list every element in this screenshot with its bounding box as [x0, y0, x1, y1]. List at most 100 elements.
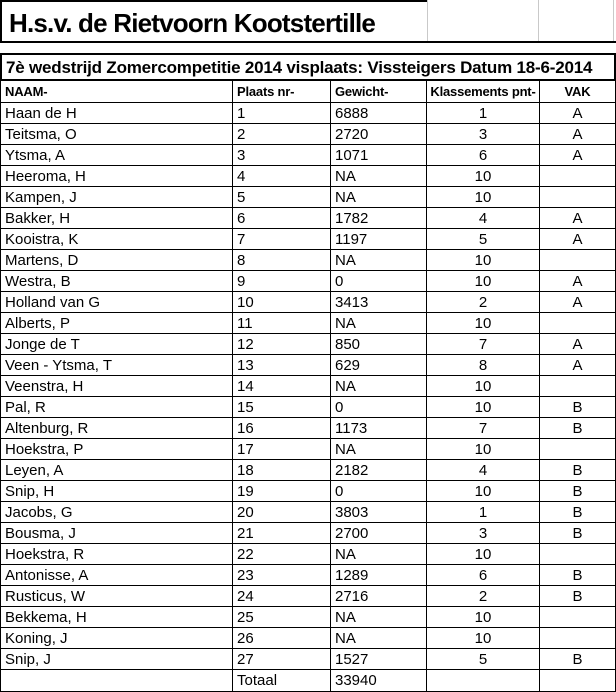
cell-pnt: 2 [426, 291, 540, 313]
cell-gewicht: 629 [330, 354, 427, 376]
table-row: Veenstra, H 14 NA 10 [0, 375, 616, 397]
table-row: Jonge de T 12 850 7 A [0, 333, 616, 355]
cell-naam: Heeroma, H [0, 165, 233, 187]
cell-gewicht: 2182 [330, 459, 427, 481]
table-row: Bakker, H 6 1782 4 A [0, 207, 616, 229]
cell-plaats: 15 [232, 396, 331, 418]
cell-pnt: 3 [426, 123, 540, 145]
table-row: Hoekstra, P 17 NA 10 [0, 438, 616, 460]
cell-vak: A [539, 144, 616, 166]
cell-plaats: 20 [232, 501, 331, 523]
competition-subtitle: 7è wedstrijd Zomercompetitie 2014 vispla… [0, 53, 616, 80]
cell-vak [539, 543, 616, 565]
cell-naam: Kooistra, K [0, 228, 233, 250]
cell-gewicht: NA [330, 543, 427, 565]
cell-pnt: 6 [426, 564, 540, 586]
cell-pnt: 1 [426, 102, 540, 124]
cell-gewicht: NA [330, 312, 427, 334]
cell-vak: B [539, 522, 616, 544]
cell-plaats: 10 [232, 291, 331, 313]
footer-total-label: Totaal [232, 669, 331, 692]
cell-gewicht: NA [330, 606, 427, 628]
table-row: Pal, R 15 0 10 B [0, 396, 616, 418]
cell-vak: A [539, 270, 616, 292]
cell-naam: Jonge de T [0, 333, 233, 355]
gridline-vertical [538, 0, 539, 41]
cell-pnt: 10 [426, 543, 540, 565]
cell-pnt: 1 [426, 501, 540, 523]
cell-pnt: 10 [426, 249, 540, 271]
table-row: Bousma, J 21 2700 3 B [0, 522, 616, 544]
footer-empty-cell [539, 669, 616, 692]
cell-vak [539, 312, 616, 334]
cell-gewicht: NA [330, 249, 427, 271]
cell-naam: Kampen, J [0, 186, 233, 208]
cell-vak: B [539, 417, 616, 439]
cell-vak: A [539, 333, 616, 355]
cell-naam: Veen - Ytsma, T [0, 354, 233, 376]
cell-plaats: 23 [232, 564, 331, 586]
cell-plaats: 2 [232, 123, 331, 145]
cell-naam: Rusticus, W [0, 585, 233, 607]
cell-naam: Teitsma, O [0, 123, 233, 145]
cell-plaats: 4 [232, 165, 331, 187]
table-row: Snip, H 19 0 10 B [0, 480, 616, 502]
cell-naam: Alberts, P [0, 312, 233, 334]
cell-plaats: 19 [232, 480, 331, 502]
table-row: Rusticus, W 24 2716 2 B [0, 585, 616, 607]
cell-plaats: 7 [232, 228, 331, 250]
cell-plaats: 13 [232, 354, 331, 376]
cell-vak [539, 438, 616, 460]
cell-naam: Altenburg, R [0, 417, 233, 439]
cell-pnt: 10 [426, 375, 540, 397]
cell-plaats: 16 [232, 417, 331, 439]
cell-gewicht: NA [330, 627, 427, 649]
table-row: Holland van G 10 3413 2 A [0, 291, 616, 313]
footer-empty-cell [426, 669, 540, 692]
cell-pnt: 3 [426, 522, 540, 544]
cell-naam: Snip, J [0, 648, 233, 670]
cell-naam: Ytsma, A [0, 144, 233, 166]
table-row: Ytsma, A 3 1071 6 A [0, 144, 616, 166]
results-table: NAAM- Plaats nr- Gewicht- Klassements pnt- V… [0, 80, 616, 692]
cell-plaats: 25 [232, 606, 331, 628]
cell-plaats: 11 [232, 312, 331, 334]
cell-gewicht: 1527 [330, 648, 427, 670]
cell-plaats: 6 [232, 207, 331, 229]
cell-naam: Martens, D [0, 249, 233, 271]
cell-naam: Bousma, J [0, 522, 233, 544]
cell-gewicht: 1782 [330, 207, 427, 229]
cell-naam: Holland van G [0, 291, 233, 313]
cell-naam: Snip, H [0, 480, 233, 502]
cell-naam: Leyen, A [0, 459, 233, 481]
column-header-gewicht: Gewicht- [330, 80, 427, 103]
cell-plaats: 3 [232, 144, 331, 166]
cell-pnt: 10 [426, 396, 540, 418]
cell-naam: Koning, J [0, 627, 233, 649]
table-row: Hoekstra, R 22 NA 10 [0, 543, 616, 565]
header-row: NAAM- Plaats nr- Gewicht- Klassements pnt- V… [0, 80, 616, 103]
cell-vak: B [539, 648, 616, 670]
cell-vak [539, 627, 616, 649]
cell-gewicht: 2720 [330, 123, 427, 145]
cell-gewicht: 1289 [330, 564, 427, 586]
page-title: H.s.v. de Rietvoorn Kootstertille [0, 0, 428, 41]
table-row: Antonisse, A 23 1289 6 B [0, 564, 616, 586]
cell-naam: Bekkema, H [0, 606, 233, 628]
cell-vak [539, 606, 616, 628]
cell-vak: A [539, 228, 616, 250]
cell-pnt: 4 [426, 207, 540, 229]
cell-gewicht: 850 [330, 333, 427, 355]
cell-naam: Pal, R [0, 396, 233, 418]
column-header-plaats: Plaats nr- [232, 80, 331, 103]
cell-naam: Jacobs, G [0, 501, 233, 523]
cell-plaats: 21 [232, 522, 331, 544]
cell-plaats: 22 [232, 543, 331, 565]
footer-row: Totaal 33940 [0, 669, 616, 692]
cell-vak: B [539, 564, 616, 586]
cell-pnt: 10 [426, 270, 540, 292]
cell-pnt: 10 [426, 480, 540, 502]
cell-pnt: 7 [426, 417, 540, 439]
cell-gewicht: 1197 [330, 228, 427, 250]
cell-plaats: 17 [232, 438, 331, 460]
